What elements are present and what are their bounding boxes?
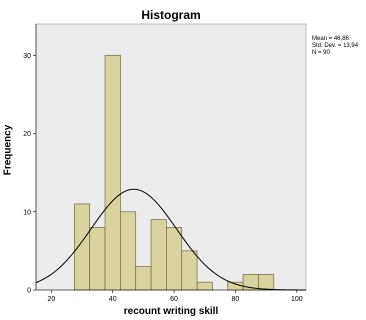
histogram-bar-8 (181, 250, 198, 291)
y-tick-label: 0 (27, 288, 31, 295)
x-tick-label: 80 (232, 296, 240, 303)
x-tick-label: 40 (109, 296, 117, 303)
normal-curve (35, 188, 306, 291)
chart-title: Histogram (141, 8, 201, 22)
histogram-bar-6 (150, 219, 167, 291)
x-axis-label: recount writing skill (123, 306, 219, 317)
histogram-bar-4 (120, 211, 137, 291)
x-tick-label: 60 (170, 296, 178, 303)
histogram-bar-2 (89, 227, 106, 291)
y-tick-label: 30 (23, 53, 31, 60)
y-tick-label: 10 (23, 209, 31, 216)
histogram-bar-9 (196, 281, 213, 291)
x-tick-label: 100 (291, 296, 303, 303)
histogram-bar-1 (74, 203, 91, 291)
stats-n: N = 90 (312, 50, 330, 56)
stats-box: Mean = 46,86 Std. Dev. = 13,94 N = 90 (312, 36, 358, 57)
y-tick-label: 20 (23, 131, 31, 138)
stats-mean: Mean = 46,86 (312, 36, 349, 42)
stats-std-dev: Std. Dev. = 13,94 (312, 43, 359, 49)
histogram-bar-7 (166, 227, 183, 291)
histogram-bar-5 (135, 266, 152, 291)
histogram-bar-12 (258, 274, 275, 291)
x-tick-label: 20 (47, 296, 55, 303)
histogram-bar-3 (104, 54, 121, 291)
